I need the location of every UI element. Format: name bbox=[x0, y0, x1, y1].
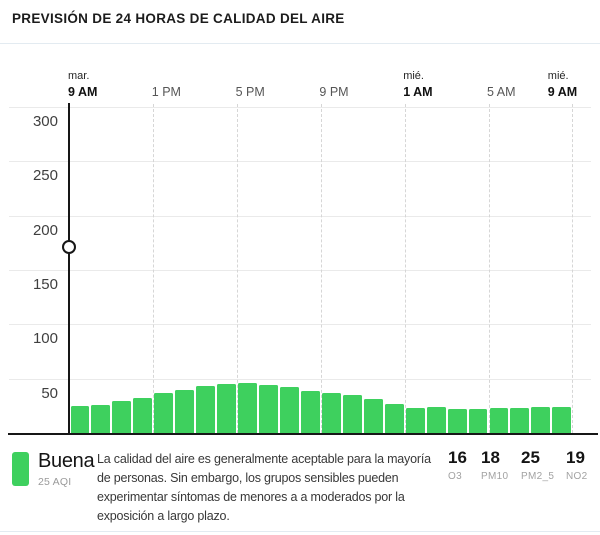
aqi-category-swatch bbox=[12, 452, 29, 486]
aqi-bar[interactable] bbox=[238, 383, 258, 433]
pollutant-no2: 19 NO2 bbox=[566, 448, 587, 482]
description-line: experimentar síntomas de menores a a mod… bbox=[97, 490, 405, 504]
x-axis-time-label: 9 PM bbox=[319, 85, 349, 99]
aqi-bar[interactable] bbox=[91, 404, 111, 433]
y-gridline bbox=[9, 378, 591, 380]
aqi-bar[interactable] bbox=[531, 406, 551, 433]
x-axis-time-label: 9 AM bbox=[68, 85, 98, 99]
y-axis-tick-label: 100 bbox=[32, 330, 58, 348]
aqi-bar[interactable] bbox=[321, 392, 341, 433]
aqi-bar[interactable] bbox=[259, 385, 278, 433]
aqi-bar[interactable] bbox=[552, 406, 572, 433]
y-axis-tick-label: 200 bbox=[32, 221, 58, 239]
aqi-bar[interactable] bbox=[489, 408, 509, 433]
y-gridline bbox=[9, 107, 591, 108]
page-title: PREVISIÓN DE 24 HORAS DE CALIDAD DEL AIR… bbox=[12, 11, 345, 26]
time-gridline bbox=[320, 104, 322, 433]
footer-divider bbox=[0, 531, 600, 532]
y-axis-tick-label: 50 bbox=[41, 384, 58, 402]
pollutant-value: 18 bbox=[481, 448, 500, 467]
aqi-bar[interactable] bbox=[426, 406, 446, 433]
aqi-bar[interactable] bbox=[175, 389, 195, 433]
x-axis-time-label: 1 PM bbox=[151, 85, 181, 99]
pollutant-o3: 16 O3 bbox=[448, 448, 467, 482]
y-gridline bbox=[9, 161, 591, 163]
description-line: de personas. Sin embargo, los grupos sen… bbox=[97, 471, 399, 485]
pollutant-label: PM2_5 bbox=[521, 471, 555, 482]
y-axis-tick-label: 150 bbox=[32, 276, 58, 293]
x-axis-time-label: 5 PM bbox=[235, 85, 265, 99]
aqi-bar[interactable] bbox=[405, 408, 425, 433]
y-axis-tick-label: 250 bbox=[32, 167, 58, 185]
chart-baseline bbox=[8, 433, 598, 435]
aqi-bar[interactable] bbox=[196, 386, 216, 433]
aqi-description: La calidad del aire es generalmente acep… bbox=[97, 450, 431, 526]
pollutant-label: NO2 bbox=[566, 471, 588, 482]
time-gridline bbox=[237, 104, 239, 433]
aqi-bar[interactable] bbox=[154, 392, 174, 433]
y-gridline bbox=[9, 270, 591, 271]
now-time-handle bbox=[61, 239, 77, 255]
aqi-value-label: 25 AQI bbox=[38, 476, 72, 488]
pollutant-value: 25 bbox=[521, 448, 540, 467]
aqi-bar[interactable] bbox=[300, 390, 320, 433]
aqi-bar[interactable] bbox=[342, 394, 362, 433]
x-axis-time-label: 1 AM bbox=[403, 85, 433, 99]
aqi-bar[interactable] bbox=[510, 408, 530, 433]
description-line: La calidad del aire es generalmente acep… bbox=[97, 452, 431, 466]
aqi-bar[interactable] bbox=[70, 405, 90, 433]
pollutant-pm10: 18 PM10 bbox=[481, 448, 508, 482]
pollutant-value: 16 bbox=[448, 448, 467, 467]
y-gridline bbox=[9, 324, 591, 326]
aqi-bar[interactable] bbox=[112, 401, 132, 433]
x-axis-time-label: 5 AM bbox=[487, 85, 516, 99]
time-gridline bbox=[572, 104, 574, 433]
aqi-bar[interactable] bbox=[363, 399, 383, 433]
time-gridline bbox=[404, 104, 406, 433]
now-time-line bbox=[68, 103, 71, 435]
y-gridline bbox=[9, 215, 591, 217]
time-gridline bbox=[153, 104, 155, 433]
aqi-bar[interactable] bbox=[133, 398, 153, 433]
header-divider bbox=[0, 43, 600, 44]
pollutant-pm2_5: 25 PM2_5 bbox=[521, 448, 554, 482]
aqi-bar[interactable] bbox=[384, 403, 404, 433]
pollutant-value: 19 bbox=[566, 448, 585, 467]
aqi-bar[interactable] bbox=[217, 384, 237, 433]
aqi-forecast-chart: 50 100 150 200 250 300 mar. 9 AM 1 PM 5 PM 9 PM mié… bbox=[8, 70, 598, 435]
pollutant-label: O3 bbox=[448, 471, 462, 482]
description-line: exposición a largo plazo. bbox=[97, 509, 230, 523]
x-axis-day-label: mar. bbox=[68, 70, 90, 82]
time-gridline bbox=[488, 104, 490, 433]
aqi-category-label: Buena bbox=[38, 450, 95, 472]
x-axis-day-label: mié. bbox=[547, 70, 569, 82]
x-axis-day-label: mié. bbox=[403, 70, 424, 82]
aqi-bar[interactable] bbox=[468, 409, 488, 433]
pollutant-label: PM10 bbox=[481, 471, 509, 482]
aqi-bar[interactable] bbox=[447, 409, 467, 433]
aqi-bar[interactable] bbox=[280, 387, 299, 433]
x-axis-time-label: 9 AM bbox=[547, 85, 578, 99]
y-axis-tick-label: 300 bbox=[32, 113, 58, 130]
